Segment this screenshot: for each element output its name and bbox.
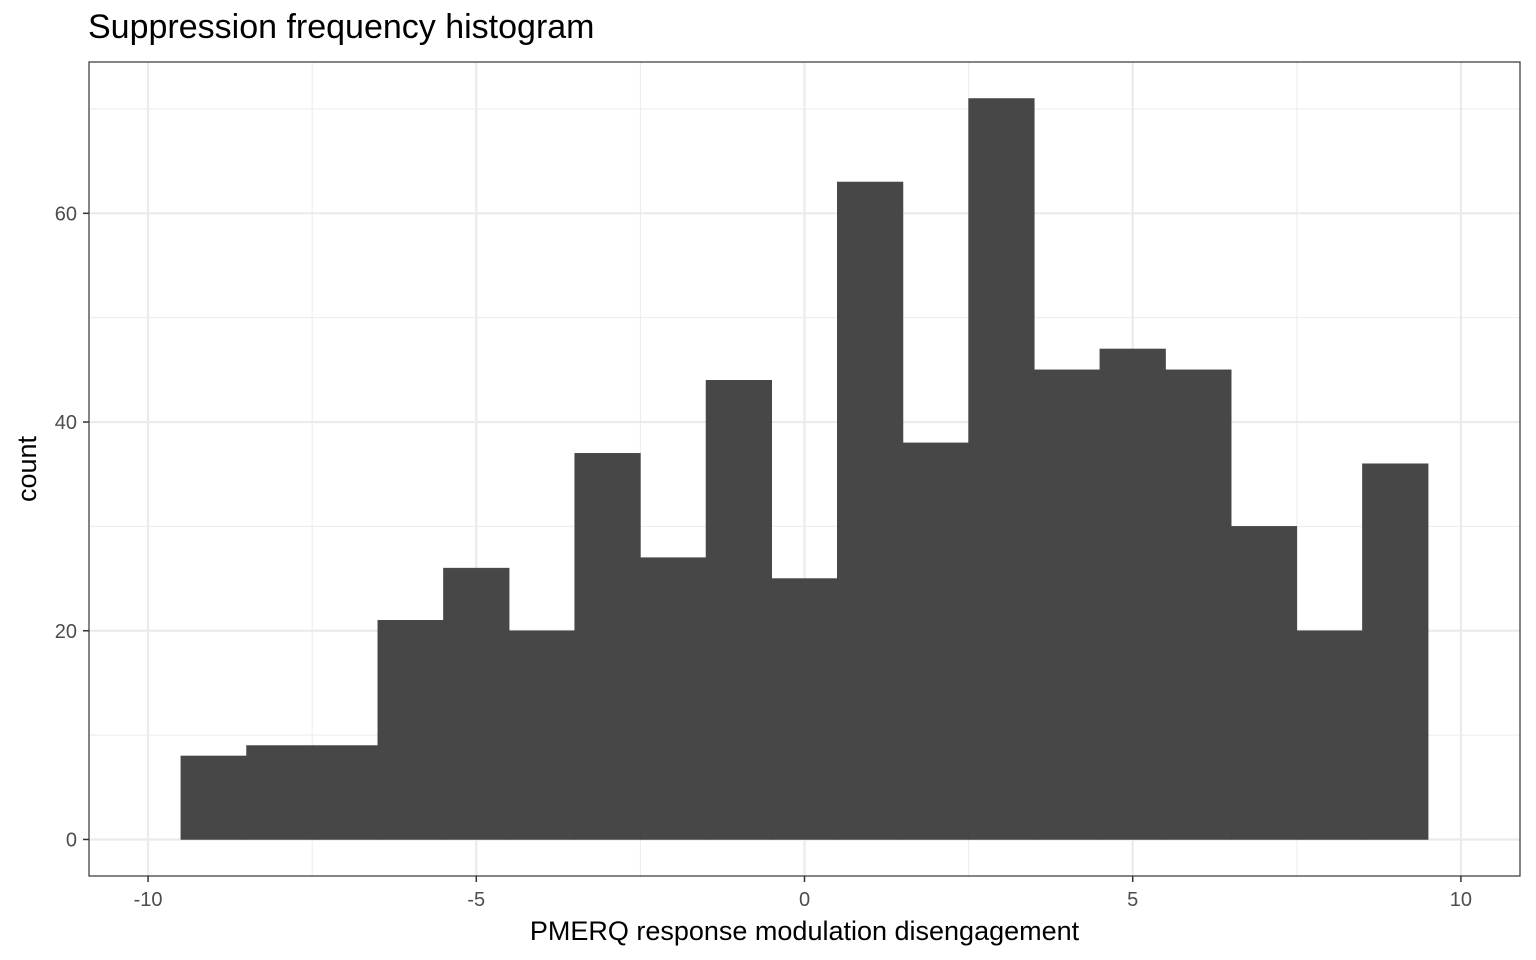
x-axis-title: PMERQ response modulation disengagement: [530, 916, 1080, 946]
histogram-bar: [1099, 348, 1166, 840]
histogram-bar: [377, 620, 444, 840]
histogram-bar: [1362, 463, 1429, 840]
histogram-bar: [705, 379, 772, 840]
axes: -10 -5 0 5 10 0 20 40 60: [55, 203, 1472, 911]
histogram-bar: [968, 98, 1035, 840]
histogram-bar: [1230, 526, 1298, 840]
y-tick-label: 20: [55, 621, 77, 643]
histogram-bar: [1165, 369, 1232, 840]
y-tick-label: 60: [55, 203, 77, 225]
histogram-bar: [1296, 630, 1363, 840]
histogram-bar: [574, 453, 641, 840]
chart-title: Suppression frequency histogram: [88, 8, 595, 46]
histogram-bar: [640, 557, 707, 840]
histogram-bar: [246, 745, 313, 840]
y-tick-label: 0: [66, 829, 77, 851]
histogram-bar: [837, 181, 904, 840]
histogram-bar: [443, 567, 510, 840]
x-tick-label: 5: [1127, 889, 1138, 911]
histogram-bars: [180, 98, 1429, 840]
x-tick-label: 10: [1450, 889, 1472, 911]
histogram-bar: [902, 442, 969, 840]
x-tick-label: -5: [467, 889, 485, 911]
x-tick-label: -10: [134, 889, 163, 911]
y-axis-title: count: [12, 435, 42, 502]
histogram-bar: [1033, 369, 1101, 840]
y-tick-label: 40: [55, 412, 77, 434]
histogram-bar: [180, 755, 247, 840]
x-tick-label: 0: [799, 889, 810, 911]
histogram-bar: [771, 578, 838, 840]
histogram-bar: [311, 745, 379, 840]
histogram-bar: [508, 630, 576, 840]
